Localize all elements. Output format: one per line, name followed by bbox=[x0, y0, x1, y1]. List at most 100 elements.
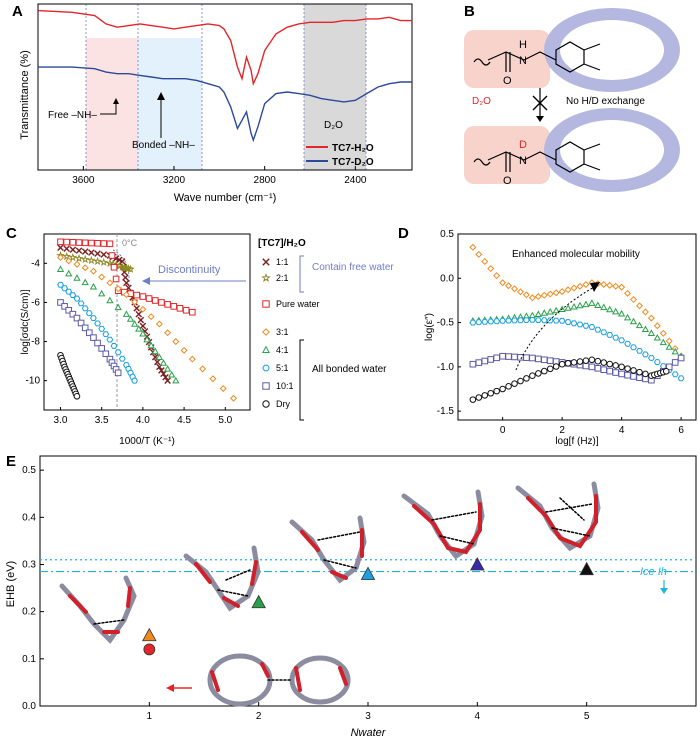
ice-ih-label: Ice Ih bbox=[640, 566, 667, 578]
d-point-41 bbox=[600, 303, 608, 311]
crown-ring-bottom-hole bbox=[560, 120, 664, 180]
d-point-31 bbox=[499, 279, 507, 287]
c-point-101 bbox=[57, 299, 64, 306]
d-point-31 bbox=[665, 337, 673, 345]
e-y-tick-label: 0.4 bbox=[22, 512, 36, 523]
d-point-Dry bbox=[511, 380, 518, 387]
d-point-41 bbox=[653, 333, 661, 341]
c-point-101 bbox=[61, 303, 68, 310]
d-point-Dry bbox=[636, 368, 643, 376]
c-x-tick-label: 3.0 bbox=[54, 415, 68, 426]
d-point-31 bbox=[612, 282, 620, 290]
c-point-Purewater bbox=[108, 252, 116, 259]
bonded-nh-arrow-head-icon bbox=[157, 92, 165, 100]
c-point-31 bbox=[73, 260, 81, 268]
d-point-51 bbox=[570, 320, 578, 327]
mobility-arrow-head-icon bbox=[590, 282, 600, 292]
free-nh-label: Free –NH– bbox=[48, 110, 97, 121]
c-point-31 bbox=[131, 298, 139, 306]
c-point-41 bbox=[172, 376, 180, 384]
d-point-Dry bbox=[535, 370, 542, 377]
d-point-51 bbox=[612, 334, 620, 341]
d-point-Dry bbox=[576, 358, 584, 365]
d-point-Dry bbox=[499, 385, 506, 393]
c-point-11 bbox=[135, 310, 143, 318]
c-point-11 bbox=[75, 247, 83, 254]
c-point-41 bbox=[81, 278, 89, 286]
d-y-axis-label: log(ε″) bbox=[424, 313, 435, 341]
a-x-tick-label: 2400 bbox=[344, 175, 367, 186]
d-point-101 bbox=[594, 364, 602, 372]
c-point-51 bbox=[118, 355, 126, 362]
c-legend-marker bbox=[262, 328, 270, 336]
bonded-water-bracket bbox=[299, 339, 304, 421]
c-point-41 bbox=[159, 359, 168, 366]
e-point bbox=[360, 566, 376, 580]
d-y-tick-label: 0.5 bbox=[440, 229, 454, 240]
c-legend-label: Pure water bbox=[276, 299, 320, 309]
d-point-51 bbox=[517, 317, 524, 324]
c-point-41 bbox=[65, 269, 73, 277]
c-point-41 bbox=[98, 289, 106, 297]
no-exchange-label: No H/D exchange bbox=[566, 96, 645, 107]
d-point-41 bbox=[617, 309, 626, 317]
d-point-31 bbox=[493, 272, 501, 280]
c-point-51 bbox=[102, 331, 110, 338]
d-point-31 bbox=[659, 329, 667, 337]
c-legend-label: 5:1 bbox=[276, 363, 289, 373]
contain-free-water-label: Contain free water bbox=[312, 262, 394, 273]
c-point-51 bbox=[131, 377, 138, 384]
d-point-101 bbox=[630, 373, 637, 380]
c-point-31 bbox=[65, 257, 73, 265]
d-point-41 bbox=[671, 347, 679, 355]
d-point-41 bbox=[528, 311, 537, 319]
c-point-101 bbox=[90, 334, 97, 341]
d-point-101 bbox=[475, 359, 483, 366]
panel-letter-a: A bbox=[12, 3, 23, 20]
d-point-51 bbox=[576, 321, 584, 328]
e-x-tick-label: 3 bbox=[365, 711, 371, 722]
reaction-arrow-head-icon bbox=[536, 116, 544, 122]
d-point-41 bbox=[641, 325, 650, 333]
d-point-101 bbox=[487, 356, 495, 363]
structure-n4 bbox=[401, 489, 485, 560]
d-point-51 bbox=[653, 359, 661, 365]
c-point-31 bbox=[56, 253, 64, 261]
amide-n-top: N bbox=[519, 55, 527, 67]
b-d2o-label: D₂O bbox=[472, 96, 491, 107]
discontinuity-label: Discontinuity bbox=[158, 264, 221, 276]
d-point-51 bbox=[618, 337, 625, 344]
d-point-41 bbox=[564, 304, 572, 311]
free-nh-arrow-icon bbox=[100, 102, 117, 115]
c-point-101 bbox=[81, 324, 89, 332]
d-point-101 bbox=[624, 371, 631, 379]
d-point-41 bbox=[606, 305, 614, 313]
d-point-31 bbox=[552, 289, 560, 297]
c-point-11 bbox=[118, 258, 126, 265]
d-point-51 bbox=[511, 317, 518, 324]
c-x-tick-label: 3.5 bbox=[95, 415, 109, 426]
d-point-101 bbox=[636, 374, 643, 381]
d-point-31 bbox=[564, 286, 572, 294]
e-point bbox=[251, 594, 266, 609]
c-x-tick-label: 4.5 bbox=[177, 415, 191, 426]
a-x-tick-label: 3200 bbox=[163, 175, 186, 186]
c-point-21 bbox=[62, 251, 71, 261]
c-point-41 bbox=[147, 341, 155, 349]
d-point-Dry bbox=[529, 372, 536, 380]
c-point-101 bbox=[102, 350, 110, 358]
e-x-tick-label: 4 bbox=[475, 711, 481, 722]
plot-frame-a bbox=[37, 3, 413, 171]
c-legend-marker bbox=[262, 300, 270, 308]
d-point-51 bbox=[642, 351, 649, 358]
d-point-101 bbox=[612, 369, 619, 376]
d-point-31 bbox=[647, 314, 655, 322]
panel-e: E 1 2 3 4 5 0.0 0.1 0.2 0.3 0.4 0.5 bbox=[5, 453, 697, 739]
mobility-annotation: Enhanced molecular mobility bbox=[512, 249, 640, 260]
d-point-Dry bbox=[481, 392, 489, 399]
d-point-51 bbox=[552, 317, 560, 324]
c-point-31 bbox=[98, 273, 106, 281]
d-point-Dry bbox=[612, 362, 619, 369]
c-point-11 bbox=[158, 367, 165, 374]
d-point-101 bbox=[511, 353, 518, 361]
